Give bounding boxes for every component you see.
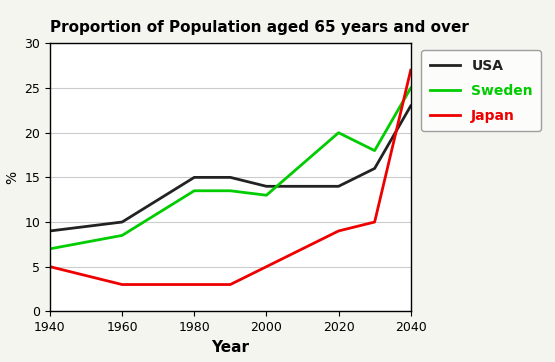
Text: Proportion of Population aged 65 years and over: Proportion of Population aged 65 years a… xyxy=(50,20,469,35)
Legend: USA, Sweden, Japan: USA, Sweden, Japan xyxy=(421,50,541,131)
Y-axis label: %: % xyxy=(5,171,19,184)
X-axis label: Year: Year xyxy=(211,340,249,355)
